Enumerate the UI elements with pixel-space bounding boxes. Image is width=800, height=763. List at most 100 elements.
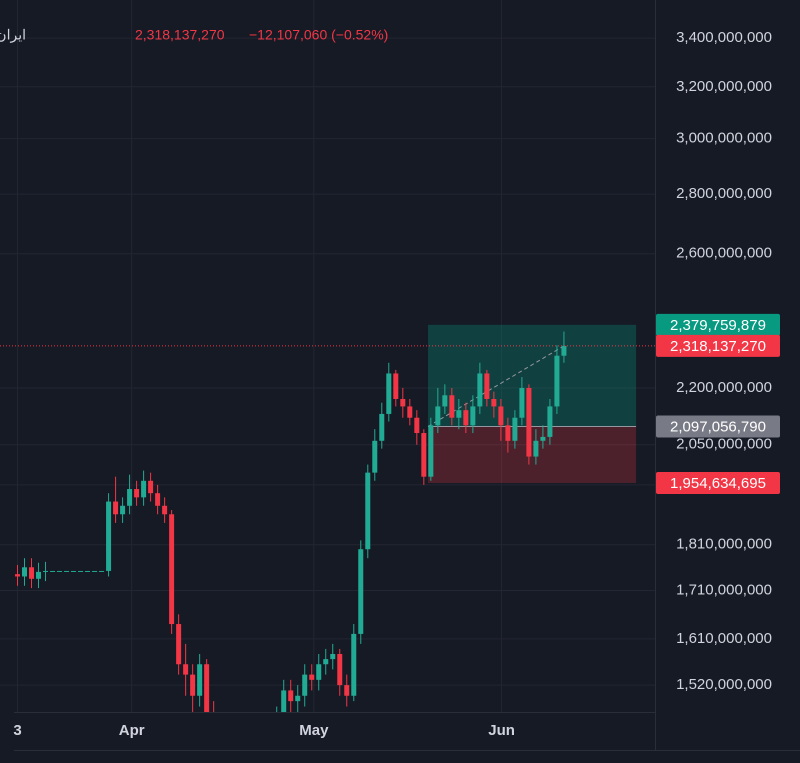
- candle-body: [533, 440, 539, 457]
- candle-body: [337, 654, 343, 686]
- candle-body: [127, 489, 133, 506]
- y-tick-label: 1,520,000,000: [676, 676, 772, 693]
- target-zone: [428, 324, 637, 427]
- candle-body: [540, 436, 546, 441]
- candle-body: [407, 406, 413, 418]
- candle-body: [379, 413, 385, 441]
- candle-body: [463, 410, 469, 426]
- candle-body: [183, 664, 189, 675]
- candle-body: [435, 406, 441, 426]
- y-tick-label: 2,800,000,000: [676, 185, 772, 202]
- candle-body: [491, 398, 497, 407]
- candle-body: [190, 674, 196, 696]
- candle-body: [393, 373, 399, 399]
- candle-body: [386, 373, 392, 414]
- candle-body: [43, 570, 49, 572]
- candle-body: [421, 433, 427, 477]
- y-tick-label: 1,710,000,000: [676, 581, 772, 598]
- price-label: 1,954,634,695: [670, 475, 766, 492]
- x-tick-label: Jun: [488, 722, 515, 739]
- candle-body: [113, 501, 119, 515]
- price-label: 2,318,137,270: [670, 338, 766, 355]
- candle-body: [295, 695, 301, 702]
- candle-body: [22, 567, 28, 577]
- candle-body: [428, 425, 434, 477]
- y-tick-label: 3,000,000,000: [676, 130, 772, 147]
- x-tick-label: Apr: [119, 722, 145, 739]
- y-tick-label: 2,600,000,000: [676, 245, 772, 262]
- candle-body: [204, 664, 210, 712]
- candle-body: [358, 549, 364, 634]
- candle-body: [449, 395, 455, 418]
- y-tick-label: 2,200,000,000: [676, 379, 772, 396]
- candle-body: [470, 406, 476, 426]
- candle-body: [456, 410, 462, 418]
- candle-body: [554, 355, 560, 407]
- candle-body: [400, 398, 406, 407]
- candle-body: [547, 406, 553, 437]
- candle-body: [50, 570, 56, 572]
- candle-body: [526, 387, 532, 457]
- candle-body: [36, 571, 42, 579]
- candle-body: [106, 501, 112, 571]
- candle-body: [78, 570, 84, 572]
- candle-body: [365, 472, 371, 550]
- candle-body: [512, 417, 518, 441]
- price-label-box: [656, 471, 780, 494]
- candles: [15, 331, 567, 712]
- candle-body: [330, 654, 336, 660]
- price-label: 2,097,056,790: [670, 418, 766, 435]
- candle-body: [169, 514, 175, 625]
- candle-body: [29, 567, 35, 579]
- candle-body: [372, 440, 378, 473]
- price-label-box: [656, 334, 780, 357]
- axes: 3,400,000,000 3,200,000,000 3,000,000,000 2…: [13, 29, 772, 739]
- trade-line: [427, 345, 565, 427]
- last-price: 2,318,137,270: [135, 27, 225, 43]
- candle-body: [505, 425, 511, 441]
- candle-body: [197, 664, 203, 696]
- price-label: 2,379,759,879: [670, 317, 766, 334]
- x-tick-label: 3: [13, 722, 21, 739]
- y-tick-label: 3,200,000,000: [676, 78, 772, 95]
- candle-body: [351, 633, 357, 696]
- candle-body: [344, 685, 350, 696]
- candle-body: [477, 373, 483, 407]
- y-tick-label: 2,050,000,000: [676, 436, 772, 453]
- candle-body: [162, 505, 168, 515]
- position: [427, 324, 637, 483]
- stop-zone: [428, 426, 637, 483]
- candle-body: [92, 570, 98, 572]
- candle-body: [134, 489, 140, 498]
- candle-body: [99, 570, 105, 572]
- candle-body: [57, 570, 63, 572]
- price-change: −12,107,060 (−0.52%): [249, 27, 388, 43]
- candle-body: [141, 480, 147, 498]
- y-tick-label: 1,810,000,000: [676, 536, 772, 553]
- candle-body: [176, 624, 182, 665]
- x-tick-label: May: [299, 722, 329, 739]
- candle-body: [155, 493, 161, 506]
- candle-body: [15, 574, 21, 577]
- candle-body: [519, 387, 525, 418]
- candle-body: [561, 345, 567, 356]
- candle-body: [323, 659, 329, 665]
- candle-body: [120, 505, 126, 515]
- price-label-box: [656, 415, 780, 438]
- candle-body: [442, 395, 448, 407]
- y-tick-label: 3,400,000,000: [676, 29, 772, 46]
- candle-body: [316, 664, 322, 680]
- candle-body: [414, 417, 420, 434]
- candle-body: [302, 674, 308, 696]
- candle-body: [281, 690, 287, 712]
- y-tick-label: 1,610,000,000: [676, 630, 772, 647]
- price-label-box: [656, 313, 780, 336]
- candle-body: [309, 674, 315, 680]
- candle-body: [85, 570, 91, 572]
- candle-body: [498, 406, 504, 426]
- candle-body: [288, 690, 294, 702]
- candle-body: [71, 570, 77, 572]
- candle-body: [148, 480, 154, 494]
